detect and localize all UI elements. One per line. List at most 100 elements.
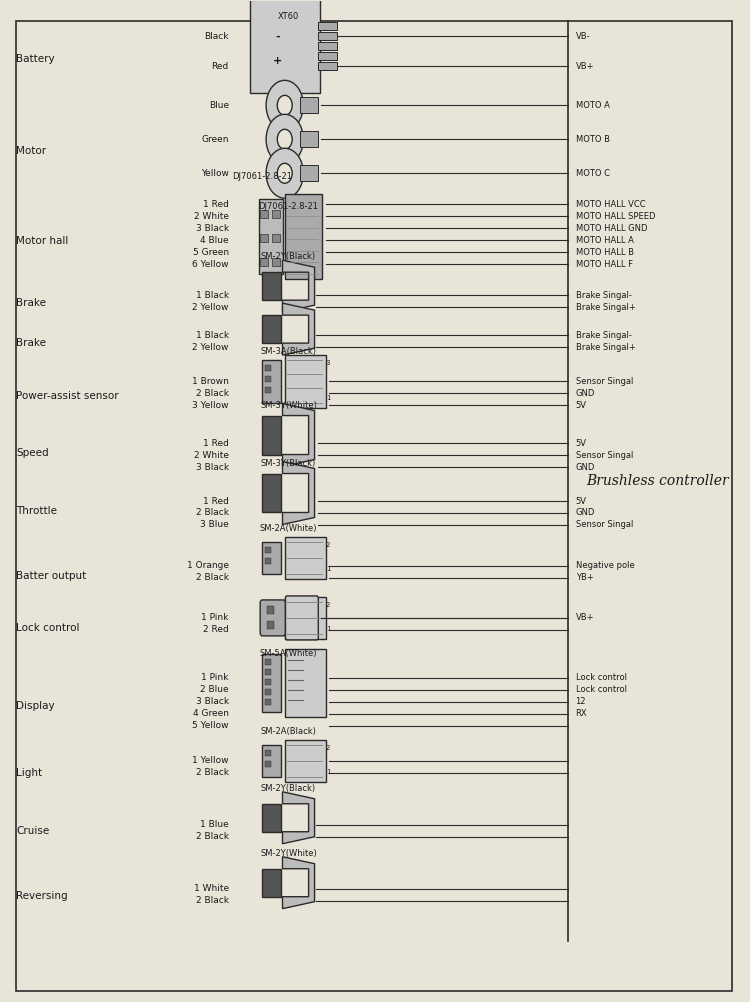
Text: 12: 12	[575, 697, 586, 706]
Text: 1 Pink: 1 Pink	[202, 673, 229, 682]
Bar	[260, 258, 268, 266]
Text: Motor hall: Motor hall	[16, 236, 69, 246]
Text: Lock control: Lock control	[575, 673, 626, 682]
Bar	[272, 258, 280, 266]
Text: DJ7061-2.8-21: DJ7061-2.8-21	[259, 202, 319, 211]
Polygon shape	[283, 261, 314, 313]
Text: Reversing: Reversing	[16, 891, 68, 901]
Text: 1 Red: 1 Red	[203, 497, 229, 505]
Text: 2 Black: 2 Black	[196, 389, 229, 398]
Text: 5 Green: 5 Green	[193, 247, 229, 257]
Bar	[266, 659, 272, 665]
Bar	[266, 669, 272, 675]
Text: 2 Black: 2 Black	[196, 896, 229, 905]
Text: 1 Black: 1 Black	[196, 331, 229, 340]
Text: 1 White: 1 White	[194, 884, 229, 893]
Text: Red: Red	[211, 62, 229, 71]
Bar	[262, 360, 281, 403]
Bar	[266, 618, 272, 624]
Bar	[262, 602, 281, 634]
Bar	[285, 355, 326, 408]
Text: Sensor Singal: Sensor Singal	[575, 377, 633, 386]
Bar	[267, 621, 274, 629]
Text: MOTO C: MOTO C	[575, 168, 610, 177]
Bar	[266, 558, 272, 564]
Text: GND: GND	[575, 389, 595, 398]
Text: Throttle: Throttle	[16, 506, 57, 516]
Bar	[262, 654, 281, 711]
Text: 1 Brown: 1 Brown	[192, 377, 229, 386]
Bar	[262, 316, 281, 343]
Bar	[272, 209, 280, 217]
Text: Sensor Singal: Sensor Singal	[575, 520, 633, 529]
Bar	[260, 209, 268, 217]
Bar	[285, 597, 326, 639]
Text: 1 Orange: 1 Orange	[187, 561, 229, 570]
Bar	[259, 198, 283, 274]
Text: XT60: XT60	[278, 12, 299, 21]
Text: Brake Singal-: Brake Singal-	[575, 331, 632, 340]
Bar	[266, 365, 272, 371]
Text: MOTO HALL F: MOTO HALL F	[575, 260, 632, 269]
Text: 6 Yellow: 6 Yellow	[192, 260, 229, 269]
Polygon shape	[283, 462, 314, 524]
Text: Brake Singal+: Brake Singal+	[575, 303, 635, 312]
Text: Brake: Brake	[16, 299, 46, 309]
Text: MOTO HALL GND: MOTO HALL GND	[575, 223, 647, 232]
Bar	[266, 698, 272, 704]
Text: Power-assist sensor: Power-assist sensor	[16, 391, 119, 401]
Text: 4 Green: 4 Green	[193, 709, 229, 718]
FancyBboxPatch shape	[286, 596, 318, 640]
Bar	[266, 547, 272, 553]
Bar	[300, 97, 318, 113]
Text: Negative pole: Negative pole	[575, 561, 634, 570]
Text: 4 Blue: 4 Blue	[200, 235, 229, 244]
Text: Black: Black	[204, 32, 229, 41]
Text: 3 Blue: 3 Blue	[200, 520, 229, 529]
Polygon shape	[283, 857, 314, 909]
Bar	[266, 761, 272, 767]
Text: Motor: Motor	[16, 146, 46, 156]
Bar	[318, 52, 337, 60]
Bar	[267, 606, 274, 614]
Text: 2 Black: 2 Black	[196, 573, 229, 582]
Text: 2 White: 2 White	[194, 211, 229, 220]
Text: Sensor Singal: Sensor Singal	[575, 451, 633, 460]
Text: GND: GND	[575, 463, 595, 472]
Text: MOTO B: MOTO B	[575, 135, 610, 143]
FancyBboxPatch shape	[260, 600, 286, 636]
Bar	[266, 387, 272, 393]
Text: 5V: 5V	[575, 497, 586, 505]
Text: VB+: VB+	[575, 62, 594, 71]
Bar	[266, 688, 272, 694]
Text: 1 Black: 1 Black	[196, 291, 229, 300]
Text: 2: 2	[326, 602, 330, 608]
Text: SM-3A(Black): SM-3A(Black)	[260, 347, 316, 356]
Circle shape	[266, 148, 304, 198]
Text: 2 Red: 2 Red	[203, 625, 229, 634]
Bar	[318, 42, 337, 50]
Text: RX: RX	[575, 709, 587, 718]
Text: MOTO HALL VCC: MOTO HALL VCC	[575, 199, 645, 208]
Text: Brake Singal+: Brake Singal+	[575, 343, 635, 352]
Text: Green: Green	[201, 135, 229, 143]
Text: Lock control: Lock control	[575, 685, 626, 694]
Text: Battery: Battery	[16, 54, 55, 64]
Text: SM-3Y(Black): SM-3Y(Black)	[261, 459, 316, 468]
Text: Batter output: Batter output	[16, 571, 86, 581]
Text: Brushless controller: Brushless controller	[586, 474, 729, 488]
Text: SM-5A(White): SM-5A(White)	[260, 649, 317, 658]
Polygon shape	[283, 304, 314, 355]
Text: +: +	[273, 56, 282, 66]
Text: SM-2A(White): SM-2A(White)	[260, 524, 317, 533]
Text: VB+: VB+	[575, 613, 594, 622]
Text: SM-2Y(Black): SM-2Y(Black)	[261, 253, 316, 262]
Bar	[262, 273, 281, 301]
Text: 1 Yellow: 1 Yellow	[192, 757, 229, 766]
Text: MOTO HALL SPEED: MOTO HALL SPEED	[575, 211, 655, 220]
Text: Brake: Brake	[16, 338, 46, 348]
Circle shape	[278, 163, 292, 183]
Bar	[318, 62, 337, 70]
Text: 2 Yellow: 2 Yellow	[193, 303, 229, 312]
Text: 2 Black: 2 Black	[196, 833, 229, 842]
